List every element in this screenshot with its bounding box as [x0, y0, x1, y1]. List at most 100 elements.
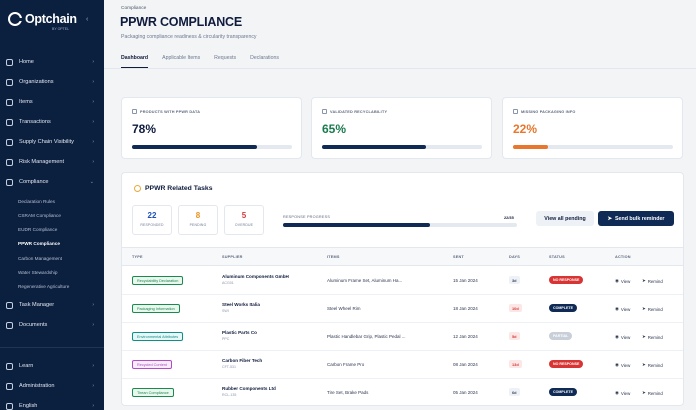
- responded-number: 22: [147, 211, 157, 220]
- send-icon: ➤: [642, 278, 646, 283]
- sent-date: 05 Jan 2024: [453, 390, 478, 395]
- collapse-sidebar-icon[interactable]: ‹: [86, 16, 89, 23]
- stat-label-text: PRODUCTS WITH PPWR DATA: [140, 109, 201, 114]
- tab-declarations[interactable]: Declarations: [250, 55, 279, 61]
- sidebar-subitem-regenerative[interactable]: Regenerative Agriculture: [18, 283, 70, 289]
- sidebar-item-items[interactable]: Items ›: [0, 95, 104, 109]
- sidebar-item-label: Compliance: [19, 179, 49, 185]
- supplier-name[interactable]: Steel Works Italia: [222, 302, 260, 307]
- items-cell: Plastic Handlebar Grip, Plastic Pedal ..…: [327, 334, 406, 339]
- sidebar-subitem-declaration-rules[interactable]: Declaration Rules: [18, 198, 55, 204]
- sidebar-item-learn[interactable]: Learn ›: [0, 359, 104, 373]
- send-icon: ➤: [642, 362, 646, 367]
- sidebar-subitem-ppwr[interactable]: PPWR Compliance: [18, 240, 60, 246]
- view-action-label: View: [620, 390, 631, 396]
- sidebar: Optchain BY OPTEL ‹ Home › Organizations ›…: [0, 0, 104, 410]
- remind-action-label: Remind: [647, 362, 663, 368]
- supplier-code: SWI: [222, 309, 229, 313]
- stat-label-text: VALIDATED RECYCLABILITY: [330, 109, 388, 114]
- status-badge: PARTIAL: [549, 332, 573, 340]
- sidebar-subitem-eudr[interactable]: EUDR Compliance: [18, 226, 58, 232]
- chevron-right-icon: ›: [92, 302, 94, 308]
- sidebar-item-label: Home: [19, 59, 34, 65]
- items-cell: Aluminum Frame Set, Aluminum Ha...: [327, 278, 403, 283]
- view-action[interactable]: ◉ View: [615, 306, 630, 312]
- stat-card-missing-info: MISSING PACKAGING INFO 22%: [502, 97, 683, 159]
- sent-date: 18 Jan 2024: [453, 306, 478, 311]
- view-action-label: View: [620, 334, 631, 340]
- view-action[interactable]: ◉ View: [615, 362, 630, 368]
- supplier-name[interactable]: Rubber Components Ltd: [222, 386, 276, 391]
- view-all-pending-button[interactable]: View all pending: [536, 211, 594, 226]
- supplier-name[interactable]: Plastic Parts Co: [222, 330, 257, 335]
- sidebar-item-transactions[interactable]: Transactions ›: [0, 115, 104, 129]
- logo[interactable]: Optchain: [8, 12, 77, 26]
- sidebar-subitem-water[interactable]: Water Stewardship: [18, 269, 58, 275]
- globe-icon: [6, 402, 13, 410]
- remind-action[interactable]: ➤ Remind: [642, 306, 663, 312]
- column-header-days[interactable]: DAYS: [509, 255, 521, 259]
- sidebar-item-risk[interactable]: Risk Management ›: [0, 155, 104, 169]
- items-icon: [6, 98, 13, 106]
- supplier-code: ACG01: [222, 281, 234, 285]
- tab-dashboard[interactable]: Dashboard: [121, 55, 149, 68]
- eye-icon: ◉: [615, 390, 619, 395]
- remind-action-label: Remind: [647, 278, 663, 284]
- type-badge: Tirean Compliance: [132, 388, 174, 397]
- sidebar-item-administration[interactable]: Administration ›: [0, 379, 104, 393]
- compliance-icon: [6, 178, 13, 186]
- sidebar-item-compliance[interactable]: Compliance ⌄: [0, 175, 104, 189]
- column-header-items[interactable]: ITEMS: [327, 255, 340, 259]
- box-icon: [132, 109, 137, 114]
- column-header-sent[interactable]: SENT: [453, 255, 464, 259]
- table-row[interactable]: Packaging Information Steel Works Italia…: [122, 295, 683, 323]
- type-badge: Recyclability Declaration: [132, 276, 184, 285]
- sidebar-item-label: Supply Chain Visibility: [19, 139, 74, 145]
- sidebar-divider: [0, 347, 104, 348]
- stat-value: 78%: [132, 122, 157, 136]
- remind-action[interactable]: ➤ Remind: [642, 334, 663, 340]
- chevron-right-icon: ›: [92, 59, 94, 65]
- view-action[interactable]: ◉ View: [615, 278, 630, 284]
- sidebar-item-task-manager[interactable]: Task Manager ›: [0, 298, 104, 312]
- table-row[interactable]: Environmental Attributes Plastic Parts C…: [122, 323, 683, 351]
- remind-action[interactable]: ➤ Remind: [642, 278, 663, 284]
- response-progress-label: RESPONSE PROGRESS: [283, 215, 331, 219]
- column-header-supplier[interactable]: SUPPLIER: [222, 255, 243, 259]
- chevron-right-icon: ›: [92, 403, 94, 409]
- tab-applicable-items[interactable]: Applicable Items: [162, 55, 201, 61]
- days-badge: 3d: [509, 276, 520, 284]
- task-icon: [6, 301, 13, 309]
- page-subtitle: Packaging compliance readiness & circula…: [121, 34, 257, 40]
- tab-requests[interactable]: Requests: [214, 55, 237, 61]
- eye-icon: ◉: [615, 334, 619, 339]
- breadcrumb[interactable]: Compliance: [121, 6, 147, 11]
- remind-action-label: Remind: [647, 306, 663, 312]
- view-action[interactable]: ◉ View: [615, 390, 630, 396]
- sidebar-subitem-carbon[interactable]: Carbon Management: [18, 255, 63, 261]
- supplier-name[interactable]: Aluminum Components GmbH: [222, 274, 289, 279]
- table-row[interactable]: Tirean Compliance Rubber Components Ltd …: [122, 379, 683, 405]
- sidebar-subitem-csram[interactable]: CSRAM Compliance: [18, 212, 61, 218]
- sidebar-item-language[interactable]: English ›: [0, 399, 104, 410]
- sidebar-item-supply-chain[interactable]: Supply Chain Visibility ›: [0, 135, 104, 149]
- send-icon: ➤: [642, 390, 646, 395]
- logo-sub: BY OPTEL: [52, 27, 70, 31]
- column-header-status[interactable]: STATUS: [549, 255, 565, 259]
- sidebar-item-home[interactable]: Home ›: [0, 55, 104, 69]
- view-action[interactable]: ◉ View: [615, 334, 630, 340]
- supplier-code: CFT-531: [222, 365, 236, 369]
- supplier-name[interactable]: Carbon Fiber Tech: [222, 358, 263, 363]
- sidebar-item-organizations[interactable]: Organizations ›: [0, 75, 104, 89]
- type-badge: Packaging Information: [132, 304, 180, 313]
- sidebar-item-documents[interactable]: Documents ›: [0, 318, 104, 332]
- status-badge: COMPLETE: [549, 388, 577, 396]
- send-icon: ➤: [607, 215, 612, 222]
- table-row[interactable]: Recyclability Declaration Aluminum Compo…: [122, 267, 683, 295]
- send-bulk-reminder-button[interactable]: ➤ Send bulk reminder: [598, 211, 674, 226]
- remind-action[interactable]: ➤ Remind: [642, 390, 663, 396]
- table-row[interactable]: Recycled Content Carbon Fiber Tech CFT-5…: [122, 351, 683, 379]
- remind-action[interactable]: ➤ Remind: [642, 362, 663, 368]
- column-header-type[interactable]: TYPE: [132, 255, 143, 259]
- response-progress-count: 22/35: [504, 215, 514, 220]
